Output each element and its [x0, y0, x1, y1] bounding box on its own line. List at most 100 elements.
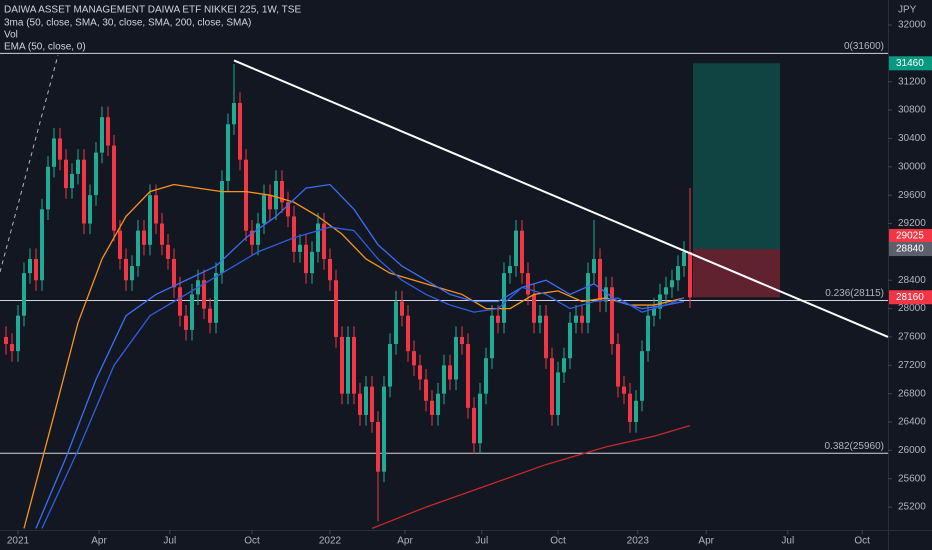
candle-body — [304, 244, 308, 274]
candle-body — [268, 195, 272, 210]
candle-body — [364, 386, 368, 415]
candle-body — [496, 315, 500, 323]
fib-level-label: 0(31600) — [844, 41, 884, 52]
candle-body — [232, 103, 236, 125]
candle-body — [490, 315, 494, 359]
candle-body — [508, 266, 512, 274]
candle-body — [100, 117, 104, 153]
candle-body — [682, 251, 686, 267]
candle-body — [382, 386, 386, 472]
candle-body — [142, 230, 146, 245]
candle-body — [184, 315, 188, 330]
candle-body — [520, 230, 524, 274]
x-tick-label: Oct — [244, 536, 260, 547]
candle-body — [82, 159, 86, 224]
candle-body — [214, 273, 218, 323]
y-tick-label: 32000 — [898, 20, 926, 31]
x-tick-label: 2022 — [319, 536, 342, 547]
indicator-label: Vol — [4, 30, 18, 41]
candle-body — [454, 336, 458, 380]
candle-body — [370, 386, 374, 423]
y-tick-label: 27600 — [898, 332, 926, 343]
trendline — [233, 59, 889, 338]
candle-body — [598, 258, 602, 302]
candle-body — [340, 336, 344, 394]
candle-body — [412, 351, 416, 366]
fib-level-label: 0.382(25960) — [825, 441, 885, 452]
candle-body — [124, 258, 128, 281]
candle-body — [46, 166, 50, 210]
y-tick-label: 30000 — [898, 161, 926, 172]
indicator-label: EMA (50, close, 0) — [4, 42, 86, 53]
candle-body — [556, 372, 560, 415]
candle-body — [538, 315, 542, 323]
candle-body — [346, 336, 350, 394]
candle-body — [310, 251, 314, 274]
price-label-box — [889, 242, 932, 257]
y-tick-label: 30800 — [898, 105, 926, 116]
candle-body — [190, 294, 194, 330]
plot-area: 0(31600) 0.236(28115) 0.382(25960) — [0, 41, 889, 529]
candle-body — [178, 287, 182, 316]
candle-body — [208, 308, 212, 323]
candle-body — [292, 216, 296, 252]
candle-body — [592, 258, 596, 274]
candle-body — [652, 308, 656, 316]
candle-body — [16, 315, 20, 352]
candle-body — [88, 195, 92, 224]
candle-body — [388, 344, 392, 387]
x-tick-label: Oct — [550, 536, 566, 547]
candle-body — [472, 407, 476, 444]
candle-body — [688, 251, 692, 298]
y-tick-label: 30400 — [898, 133, 926, 144]
price-label: 29025 — [896, 231, 924, 242]
x-tick-label: Jul — [163, 536, 176, 547]
candle-body — [574, 315, 578, 323]
currency-label: JPY — [898, 5, 917, 16]
candle-body — [64, 159, 68, 189]
x-tick-label: 2021 — [7, 536, 30, 547]
candle-body — [550, 358, 554, 415]
candle-body — [628, 393, 632, 423]
candle-body — [544, 315, 548, 359]
candle-body — [622, 386, 626, 394]
candle-body — [532, 294, 536, 323]
y-tick-label: 26000 — [898, 445, 926, 456]
candle-body — [514, 230, 518, 267]
candle-body — [580, 315, 584, 323]
candle-body — [634, 400, 638, 423]
candle-body — [250, 230, 254, 245]
y-tick-label: 26800 — [898, 388, 926, 399]
candle-body — [118, 230, 122, 259]
candle-body — [616, 344, 620, 387]
candle-body — [70, 173, 74, 189]
candle-body — [418, 365, 422, 380]
y-tick-label: 28000 — [898, 303, 926, 314]
candle-body — [52, 138, 56, 167]
candle-body — [610, 287, 614, 345]
fib-level-label: 0.236(28115) — [825, 288, 884, 299]
moving-average — [35, 183, 685, 529]
candle-body — [646, 315, 650, 352]
candle-body — [460, 336, 464, 345]
moving-average — [41, 226, 685, 529]
candle-body — [106, 117, 110, 146]
candle-body — [298, 244, 302, 252]
candle-body — [238, 103, 242, 160]
candle-body — [526, 273, 530, 295]
x-tick-label: 2023 — [627, 536, 650, 547]
candle-body — [406, 315, 410, 352]
candle-body — [316, 223, 320, 252]
candle-body — [160, 223, 164, 245]
candle-body — [568, 322, 572, 359]
y-tick-label: 29600 — [898, 190, 926, 201]
y-tick-label: 31200 — [898, 76, 926, 87]
candle-body — [562, 358, 566, 373]
candle-body — [262, 195, 266, 224]
candle-body — [22, 273, 26, 316]
y-tick-label: 25200 — [898, 502, 926, 513]
candle-body — [352, 336, 356, 394]
y-tick-label: 29200 — [898, 218, 926, 229]
